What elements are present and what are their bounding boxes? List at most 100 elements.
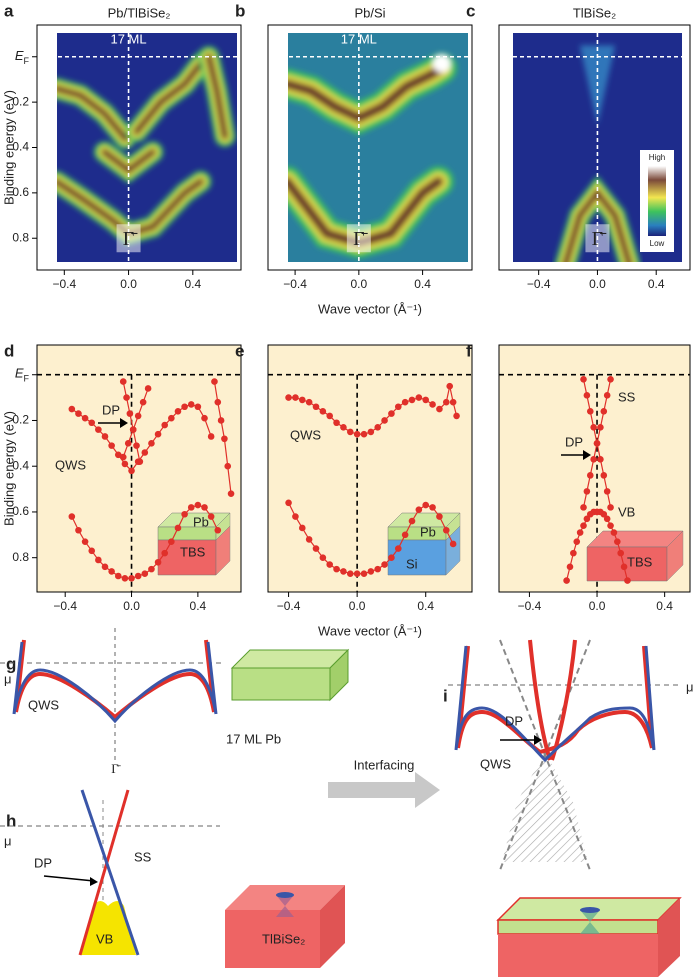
data-point — [292, 394, 299, 401]
cone-top — [276, 892, 294, 898]
data-point — [563, 577, 570, 584]
panel-label: c — [466, 1, 475, 20]
marker-bg — [585, 224, 610, 253]
colorbar-high: High — [649, 153, 665, 162]
panel-label: e — [235, 341, 244, 360]
data-point — [174, 524, 182, 532]
series-line — [71, 403, 212, 472]
data-point — [415, 506, 423, 513]
data-point — [88, 547, 96, 555]
y-axis-label: Binding energy (eV) — [1, 411, 16, 526]
colorbar — [648, 166, 666, 236]
band — [57, 85, 129, 142]
y-tick-label: 0.4 — [12, 140, 29, 154]
slab-pb — [497, 919, 659, 935]
data-point — [194, 403, 202, 411]
x-axis-label: Wave vector (Å⁻¹) — [318, 623, 422, 638]
schematic-g: g μ QWS Γ̄ 17 ML Pb — [0, 628, 350, 776]
data-point — [168, 414, 175, 422]
data-point — [194, 501, 202, 509]
data-point — [101, 563, 109, 571]
band — [288, 176, 444, 249]
x-tick-label: 0.0 — [120, 277, 137, 291]
data-point — [95, 426, 102, 433]
y-tick-label: 0.2 — [12, 94, 29, 108]
data-point — [449, 540, 457, 548]
marker-bg — [346, 224, 371, 253]
data-point — [214, 526, 222, 534]
annotation: Si — [406, 556, 418, 571]
data-point — [305, 398, 313, 406]
data-point — [607, 376, 614, 383]
data-point — [114, 451, 122, 459]
plot-frame — [498, 344, 691, 593]
dp-arrowhead — [583, 450, 591, 460]
data-point — [75, 410, 82, 417]
colorbar-low: Low — [650, 239, 665, 248]
data-point — [583, 392, 591, 399]
data-point — [593, 440, 601, 447]
data-point — [367, 428, 375, 436]
data-point — [139, 398, 147, 406]
data-point — [566, 563, 574, 571]
data-point — [388, 410, 395, 417]
data-point — [207, 513, 215, 520]
x-tick-label: 0.0 — [351, 277, 368, 291]
panel-label: g — [6, 654, 16, 673]
thickness-label: 17 ML — [110, 31, 146, 46]
x-tick-label: −0.4 — [52, 277, 76, 291]
data-point — [161, 421, 169, 429]
y-tick-label-sub: F — [24, 374, 30, 384]
data-point — [207, 433, 215, 440]
data-point — [101, 433, 109, 440]
data-point — [603, 392, 611, 399]
data-point — [422, 501, 430, 509]
y-tick-label: 0.2 — [12, 413, 29, 427]
data-point — [624, 577, 631, 584]
data-point — [133, 442, 140, 449]
data-point — [442, 398, 450, 406]
x-tick-label: −0.4 — [283, 277, 307, 291]
data-point — [214, 398, 222, 406]
data-point — [88, 419, 96, 427]
plot-frame — [36, 344, 242, 593]
slab-side — [329, 648, 349, 702]
y-tick-label-sub: F — [24, 56, 30, 66]
data-point — [161, 549, 169, 557]
data-point — [187, 504, 195, 511]
slab-side — [658, 898, 680, 977]
x-axis-label: Wave vector (Å⁻¹) — [318, 301, 422, 316]
data-point — [95, 556, 102, 564]
annotation: SS — [618, 389, 636, 404]
data-point — [108, 442, 115, 449]
data-point — [360, 430, 368, 438]
data-point — [429, 401, 436, 408]
data-point — [319, 554, 327, 561]
data-point — [570, 549, 577, 557]
slab-label: 17 ML Pb — [226, 731, 281, 746]
data-point — [201, 414, 208, 422]
data-point — [128, 467, 135, 475]
data-point — [340, 424, 347, 431]
panel-label: b — [235, 1, 245, 20]
slab-label: TlBiSe₂ — [262, 931, 305, 946]
dp-arrow — [43, 875, 95, 882]
data-point — [126, 410, 134, 417]
data-point — [68, 405, 76, 413]
x-tick-label: −0.4 — [527, 277, 551, 291]
data-point — [586, 408, 594, 415]
x-tick-label: −0.4 — [277, 599, 301, 613]
data-point — [446, 382, 454, 390]
data-point — [114, 572, 122, 580]
data-point — [610, 529, 618, 536]
data-point — [305, 536, 313, 543]
data-point — [429, 504, 436, 511]
data-point — [81, 414, 89, 422]
x-tick-label: 0.0 — [589, 599, 606, 613]
data-point — [580, 522, 587, 529]
data-point — [141, 570, 149, 578]
series-line — [213, 381, 232, 494]
data-point — [326, 561, 334, 568]
y-tick-label: 0.6 — [12, 185, 29, 199]
slab-front — [231, 667, 331, 701]
